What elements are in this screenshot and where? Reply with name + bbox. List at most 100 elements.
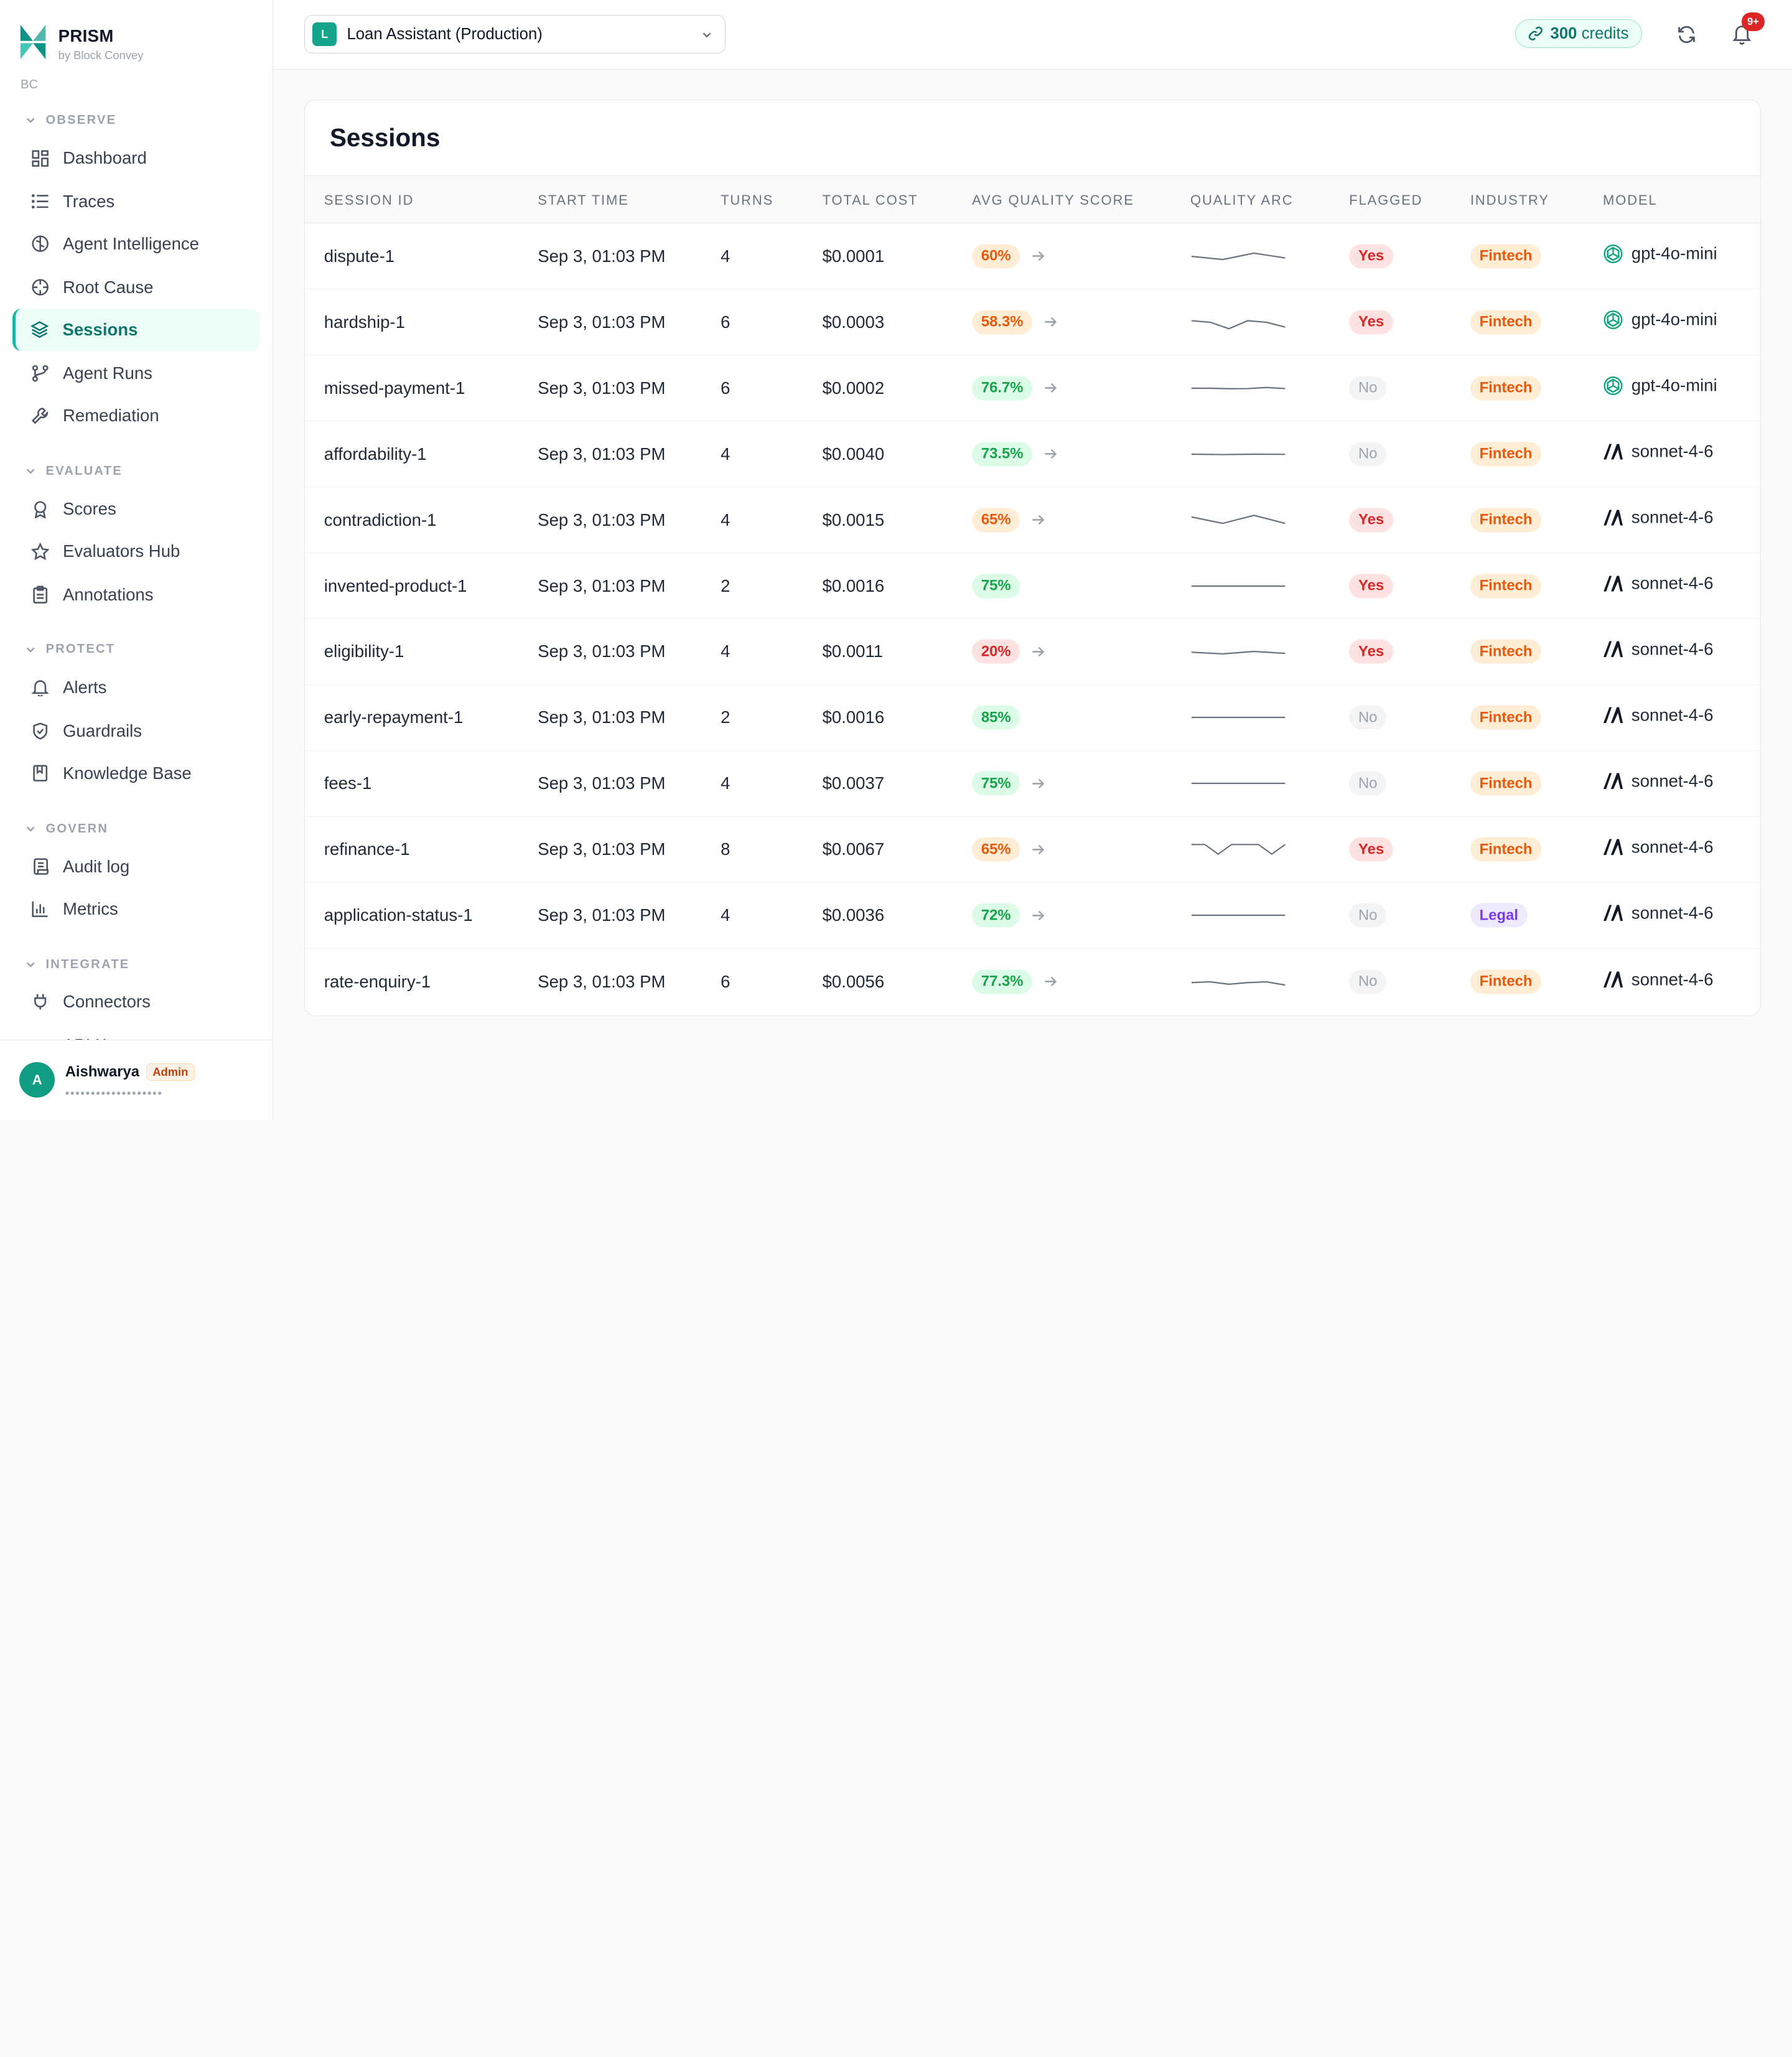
- sidebar-item-remediation[interactable]: Remediation: [12, 394, 259, 437]
- table-row[interactable]: rate-enquiry-1 Sep 3, 01:03 PM 6 $0.0056 77.…: [305, 949, 1761, 1015]
- sidebar-item-sessions[interactable]: Sessions: [12, 308, 259, 351]
- session-id[interactable]: fees-1: [324, 773, 372, 793]
- session-id[interactable]: missed-payment-1: [324, 378, 465, 398]
- wrench-icon: [30, 405, 50, 426]
- table-row[interactable]: missed-payment-1 Sep 3, 01:03 PM 6 $0.0002 7…: [304, 355, 1761, 422]
- arrow-right-icon[interactable]: [1030, 776, 1045, 791]
- table-row[interactable]: early-repayment-1 Sep 3, 01:03 PM 2 $0.0016…: [304, 685, 1761, 751]
- sidebar-item-alerts[interactable]: Alerts: [12, 666, 259, 709]
- quality-badge: 60%: [972, 244, 1020, 269]
- sidebar-item-label: Guardrails: [63, 721, 142, 740]
- brand[interactable]: PRISM by Block Convey: [19, 25, 143, 62]
- arrow-right-icon[interactable]: [1043, 380, 1058, 395]
- sidebar-item-root-cause[interactable]: Root Cause: [12, 266, 259, 309]
- section-label: EVALUATE: [45, 464, 123, 478]
- sidebar-item-label: Remediation: [63, 405, 159, 425]
- section-protect[interactable]: PROTECT: [25, 642, 115, 656]
- flagged-badge: Yes: [1349, 244, 1393, 269]
- chevron-down-icon: [27, 647, 35, 653]
- session-id[interactable]: application-status-1: [324, 905, 473, 925]
- flagged-cell: Yes: [1349, 574, 1393, 599]
- section-govern[interactable]: GOVERN: [25, 822, 108, 836]
- col-session-id[interactable]: SESSION ID: [324, 192, 414, 208]
- col-turns[interactable]: TURNS: [721, 192, 774, 208]
- session-id[interactable]: early-repayment-1: [324, 707, 464, 727]
- table-row[interactable]: eligibility-1 Sep 3, 01:03 PM 4 $0.0011 20% Y…: [304, 619, 1761, 685]
- sidebar-item-connectors[interactable]: Connectors: [12, 981, 259, 1023]
- agent-selector[interactable]: L Loan Assistant (Production): [304, 14, 726, 54]
- session-id[interactable]: dispute-1: [324, 246, 395, 266]
- col-industry[interactable]: INDUSTRY: [1470, 192, 1549, 208]
- credits-badge[interactable]: 300 credits: [1515, 19, 1642, 49]
- refresh-icon[interactable]: [1676, 24, 1697, 45]
- table-row[interactable]: affordability-1 Sep 3, 01:03 PM 4 $0.0040 73…: [304, 421, 1761, 488]
- avatar: A: [19, 1062, 55, 1098]
- model-cell: gpt-4o-mini: [1603, 375, 1717, 396]
- turns-count: 6: [721, 312, 730, 332]
- table-row[interactable]: fees-1 Sep 3, 01:03 PM 4 $0.0037 75% No Fintec…: [304, 751, 1761, 817]
- session-id[interactable]: hardship-1: [324, 312, 405, 332]
- top-bar: L Loan Assistant (Production) 300 credit…: [273, 0, 1792, 70]
- session-id[interactable]: eligibility-1: [324, 641, 404, 661]
- flagged-badge: No: [1349, 376, 1387, 401]
- turns-count: 4: [721, 444, 730, 464]
- col-start-time[interactable]: START TIME: [538, 192, 629, 208]
- turns-count: 4: [721, 905, 730, 925]
- model-name: sonnet-4-6: [1631, 507, 1714, 527]
- arrow-right-icon[interactable]: [1043, 974, 1058, 989]
- arrow-right-icon[interactable]: [1030, 842, 1045, 857]
- session-id[interactable]: affordability-1: [324, 444, 427, 464]
- flagged-badge: Yes: [1349, 837, 1393, 862]
- table-row[interactable]: invented-product-1 Sep 3, 01:03 PM 2 $0.001…: [304, 553, 1761, 619]
- sidebar-item-guardrails[interactable]: Guardrails: [12, 710, 259, 752]
- table-row[interactable]: refinance-1 Sep 3, 01:03 PM 8 $0.0067 65% Yes…: [304, 817, 1761, 883]
- sidebar-item-agent-intelligence[interactable]: Agent Intelligence: [12, 223, 259, 265]
- sidebar-item-knowledge-base[interactable]: Knowledge Base: [12, 752, 259, 795]
- sidebar-item-metrics[interactable]: Metrics: [12, 888, 259, 930]
- user-profile[interactable]: A Aishwarya Admin •••••••••••••••••••: [0, 1040, 273, 1120]
- arrow-right-icon[interactable]: [1043, 314, 1058, 329]
- arrow-right-icon[interactable]: [1030, 644, 1045, 659]
- session-id[interactable]: rate-enquiry-1: [324, 971, 431, 991]
- sidebar-item-traces[interactable]: Traces: [12, 180, 259, 223]
- table-row[interactable]: contradiction-1 Sep 3, 01:03 PM 4 $0.0015 65…: [304, 487, 1761, 554]
- role-badge: Admin: [146, 1063, 195, 1081]
- sidebar-item-dashboard[interactable]: Dashboard: [12, 137, 259, 179]
- anthropic-icon: [1603, 905, 1623, 921]
- col-flagged[interactable]: FLAGGED: [1349, 192, 1423, 208]
- table-row[interactable]: hardship-1 Sep 3, 01:03 PM 6 $0.0003 58.3% Ye…: [304, 289, 1761, 356]
- session-id[interactable]: invented-product-1: [324, 576, 467, 595]
- model-name: gpt-4o-mini: [1631, 243, 1717, 263]
- quality-sparkline: [1191, 844, 1286, 856]
- quality-arc-cell: [1190, 313, 1286, 331]
- credits-label: credits: [1581, 24, 1629, 42]
- session-id[interactable]: refinance-1: [324, 839, 410, 859]
- section-evaluate[interactable]: EVALUATE: [25, 464, 122, 478]
- openai-icon: [1603, 376, 1623, 395]
- arrow-right-icon[interactable]: [1030, 512, 1045, 527]
- table-row[interactable]: dispute-1 Sep 3, 01:03 PM 4 $0.0001 60% Yes Fi…: [304, 223, 1761, 290]
- arrow-right-icon[interactable]: [1030, 248, 1045, 263]
- start-time: Sep 3, 01:03 PM: [538, 576, 666, 595]
- col-total-cost[interactable]: TOTAL COST: [822, 192, 918, 208]
- section-observe[interactable]: OBSERVE: [25, 113, 116, 128]
- table-row[interactable]: application-status-1 Sep 3, 01:03 PM 4 $0.0…: [304, 883, 1761, 949]
- anthropic-icon: [1603, 971, 1623, 988]
- flagged-cell: No: [1349, 903, 1387, 928]
- sidebar-item-agent-runs[interactable]: Agent Runs: [12, 352, 259, 394]
- session-id[interactable]: contradiction-1: [324, 510, 437, 529]
- arrow-right-icon[interactable]: [1030, 908, 1045, 923]
- sidebar-item-evaluators-hub[interactable]: Evaluators Hub: [12, 530, 259, 572]
- col-model[interactable]: MODEL: [1603, 192, 1658, 208]
- sidebar-item-annotations[interactable]: Annotations: [12, 574, 259, 616]
- chevron-down-icon: [27, 469, 35, 474]
- arrow-right-icon[interactable]: [1043, 446, 1058, 461]
- sidebar-item-scores[interactable]: Scores: [12, 488, 259, 530]
- list-icon: [30, 192, 50, 212]
- model-cell: sonnet-4-6: [1603, 507, 1714, 528]
- col-avg-quality[interactable]: AVG QUALITY SCORE: [972, 192, 1134, 208]
- section-integrate[interactable]: INTEGRATE: [25, 958, 129, 972]
- flagged-cell: Yes: [1349, 244, 1393, 269]
- sidebar-item-audit-log[interactable]: Audit log: [12, 846, 259, 888]
- industry-cell: Fintech: [1470, 310, 1542, 335]
